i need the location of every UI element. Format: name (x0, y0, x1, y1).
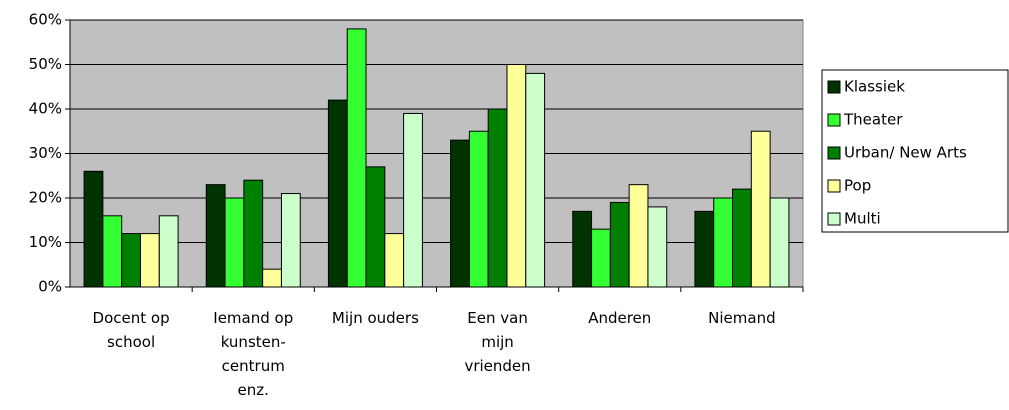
bar (750, 130, 771, 288)
bar (205, 184, 226, 288)
bar (525, 72, 546, 288)
legend-swatch (827, 212, 841, 226)
legend-label: Pop (844, 177, 871, 195)
bar (468, 130, 489, 288)
legend-label: Theater (843, 111, 903, 129)
bar (713, 197, 734, 288)
x-tick-label: Niemand (708, 309, 776, 327)
bar (102, 215, 123, 288)
bar (262, 268, 282, 288)
bar (591, 228, 611, 288)
legend-label: Klassiek (844, 78, 905, 96)
y-tick-label: 30% (29, 144, 62, 162)
bar (224, 197, 245, 288)
legend-swatch (827, 80, 841, 94)
x-tick-label: Docent op school (92, 309, 170, 351)
x-tick-label: Anderen (588, 309, 652, 327)
y-tick-label: 20% (29, 189, 62, 207)
y-tick-label: 40% (29, 100, 62, 118)
bar (403, 112, 423, 288)
legend-swatch (827, 113, 841, 127)
bar (506, 64, 527, 288)
x-tick-label: Iemand op kunsten- centrum enz. (213, 309, 294, 399)
bar (694, 210, 715, 288)
y-tick-label: 60% (29, 11, 62, 29)
bar (280, 193, 301, 288)
bar (121, 233, 141, 288)
legend-label: Urban/ New Arts (844, 144, 967, 162)
bar (83, 170, 104, 288)
legend-swatch (827, 146, 841, 160)
bar (628, 184, 649, 288)
legend-swatch (827, 179, 841, 193)
bar (346, 28, 367, 288)
bar (769, 197, 790, 288)
x-tick-label: Een van mijn vrienden (464, 309, 531, 375)
bar (384, 233, 405, 288)
x-tick-label: Mijn ouders (331, 309, 419, 327)
legend-box (821, 69, 1009, 233)
bar (647, 206, 668, 288)
bar (487, 108, 508, 288)
bar (450, 139, 470, 288)
y-tick-label: 0% (38, 278, 62, 296)
bar (243, 179, 264, 288)
y-tick-label: 10% (29, 233, 62, 251)
bar (327, 99, 348, 288)
legend-label: Multi (844, 210, 881, 228)
bar (732, 188, 752, 288)
bar (572, 210, 593, 288)
bar (365, 166, 386, 288)
bar (158, 215, 179, 288)
bar (609, 201, 630, 288)
bar (139, 233, 160, 288)
y-tick-label: 50% (29, 55, 62, 73)
